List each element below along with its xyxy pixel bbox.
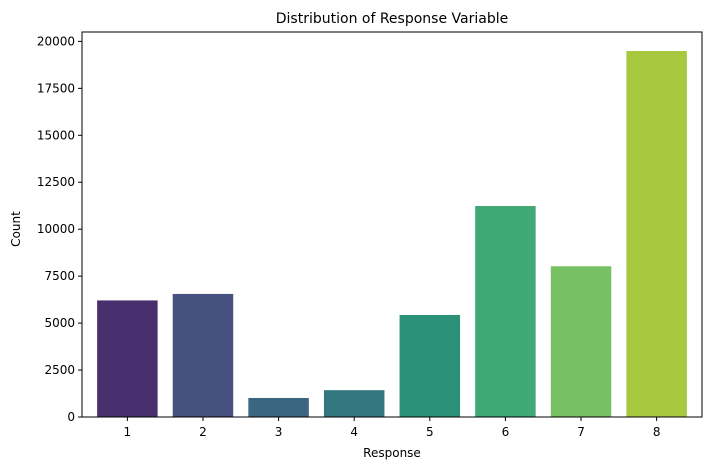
y-tick-label-10000: 10000 (37, 222, 75, 236)
x-tick-label-7: 7 (577, 425, 585, 439)
x-tick-label-5: 5 (426, 425, 434, 439)
y-tick-label-5000: 5000 (44, 316, 75, 330)
x-tick-label-6: 6 (502, 425, 510, 439)
bar-7 (550, 266, 612, 417)
y-tick-label-0: 0 (67, 410, 75, 424)
bar-6 (475, 206, 536, 417)
plot-frame (81, 31, 703, 418)
y-tick-label-7500: 7500 (44, 269, 75, 283)
y-axis-label: Count (9, 211, 23, 247)
y-tick-label-20000: 20000 (37, 34, 75, 48)
x-tick-label-1: 1 (124, 425, 132, 439)
bar-8 (626, 50, 687, 418)
y-tick-label-2500: 2500 (44, 363, 75, 377)
x-tick-label-8: 8 (653, 425, 661, 439)
bar-1 (97, 300, 158, 417)
x-axis-ticks: 1 2 3 4 5 6 7 8 (124, 417, 661, 439)
x-tick-label-4: 4 (350, 425, 358, 439)
y-tick-label-17500: 17500 (37, 81, 75, 95)
bar-3 (248, 397, 309, 417)
y-tick-label-15000: 15000 (37, 128, 75, 142)
x-tick-label-3: 3 (275, 425, 283, 439)
y-axis-ticks: 0 2500 5000 7500 10000 12500 15000 17500 20000 (37, 34, 82, 424)
y-tick-label-12500: 12500 (37, 175, 75, 189)
bar-4 (323, 390, 385, 417)
chart-title: Distribution of Response Variable (276, 11, 508, 27)
bars-group (97, 50, 687, 418)
x-tick-label-2: 2 (199, 425, 207, 439)
x-axis-label: Response (363, 446, 421, 460)
bar-5 (399, 314, 461, 417)
bar-2 (172, 293, 234, 417)
